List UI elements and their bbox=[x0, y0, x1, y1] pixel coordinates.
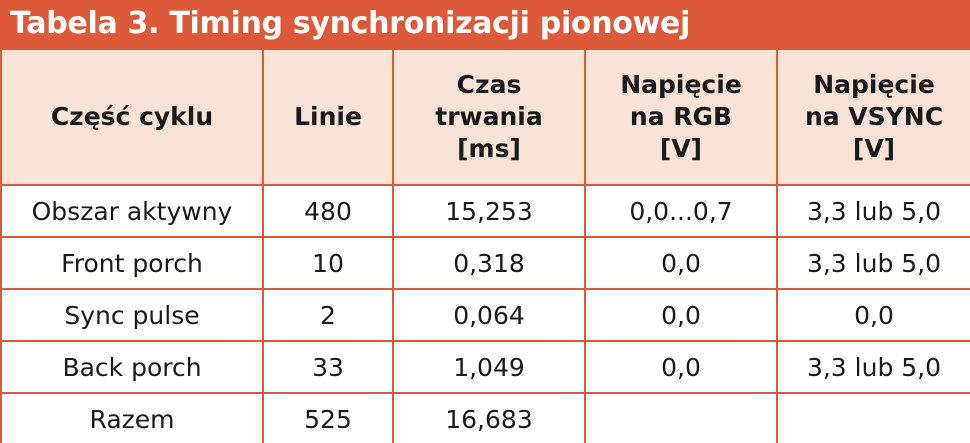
cell-vsync-voltage: 3,3 lub 5,0 bbox=[776, 184, 970, 238]
header-vsync-voltage: Napięcie na VSYNC [V] bbox=[776, 48, 970, 186]
header-line: Linie bbox=[294, 102, 362, 131]
cell-vsync-voltage: 3,3 lub 5,0 bbox=[776, 236, 970, 290]
header-cycle-part: Część cyklu bbox=[0, 48, 264, 186]
header-line: [V] bbox=[659, 134, 703, 163]
cell-rgb-voltage: 0,0 bbox=[584, 236, 778, 290]
cell-cycle-part: Back porch bbox=[0, 340, 264, 394]
cell-lines: 2 bbox=[262, 288, 394, 342]
cell-rgb-voltage: 0,0 bbox=[584, 340, 778, 394]
timing-table: Część cyklu Linie Czas trwania [ms] Napi… bbox=[0, 48, 970, 443]
cell-duration: 0,318 bbox=[392, 236, 586, 290]
table-row: Front porch 10 0,318 0,0 3,3 lub 5,0 bbox=[0, 236, 970, 290]
table-row: Sync pulse 2 0,064 0,0 0,0 bbox=[0, 288, 970, 342]
cell-vsync-voltage bbox=[776, 392, 970, 443]
cell-cycle-part: Front porch bbox=[0, 236, 264, 290]
header-line: [V] bbox=[852, 134, 896, 163]
header-line: Napięcie bbox=[813, 70, 935, 99]
cell-rgb-voltage bbox=[584, 392, 778, 443]
cell-cycle-part: Razem bbox=[0, 392, 264, 443]
header-row: Część cyklu Linie Czas trwania [ms] Napi… bbox=[0, 48, 970, 186]
table-row: Obszar aktywny 480 15,253 0,0...0,7 3,3 … bbox=[0, 184, 970, 238]
cell-lines: 33 bbox=[262, 340, 394, 394]
table-row: Razem 525 16,683 bbox=[0, 392, 970, 443]
header-line: na VSYNC bbox=[804, 102, 944, 131]
cell-rgb-voltage: 0,0 bbox=[584, 288, 778, 342]
table-row: Back porch 33 1,049 0,0 3,3 lub 5,0 bbox=[0, 340, 970, 394]
cell-duration: 15,253 bbox=[392, 184, 586, 238]
cell-duration: 0,064 bbox=[392, 288, 586, 342]
cell-lines: 525 bbox=[262, 392, 394, 443]
cell-vsync-voltage: 3,3 lub 5,0 bbox=[776, 340, 970, 394]
cell-cycle-part: Sync pulse bbox=[0, 288, 264, 342]
header-line: Czas bbox=[456, 70, 522, 99]
cell-lines: 10 bbox=[262, 236, 394, 290]
cell-vsync-voltage: 0,0 bbox=[776, 288, 970, 342]
header-duration: Czas trwania [ms] bbox=[392, 48, 586, 186]
header-lines: Linie bbox=[262, 48, 394, 186]
header-line: Część cyklu bbox=[50, 102, 214, 131]
header-rgb-voltage: Napięcie na RGB [V] bbox=[584, 48, 778, 186]
cell-cycle-part: Obszar aktywny bbox=[0, 184, 264, 238]
cell-duration: 16,683 bbox=[392, 392, 586, 443]
table-title: Tabela 3. Timing synchronizacji pionowej bbox=[0, 0, 970, 48]
header-line: Napięcie bbox=[620, 70, 742, 99]
header-line: [ms] bbox=[457, 134, 521, 163]
cell-lines: 480 bbox=[262, 184, 394, 238]
cell-duration: 1,049 bbox=[392, 340, 586, 394]
header-line: trwania bbox=[435, 102, 543, 131]
cell-rgb-voltage: 0,0...0,7 bbox=[584, 184, 778, 238]
header-line: na RGB bbox=[629, 102, 733, 131]
